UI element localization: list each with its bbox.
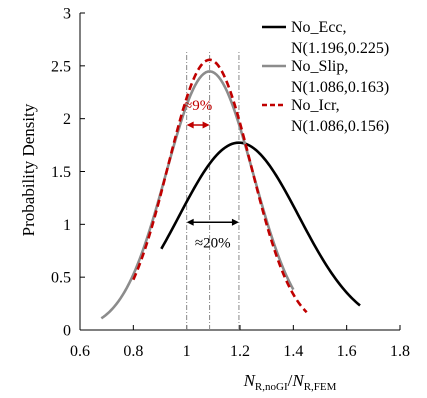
- x-tick-label: 1.8: [390, 343, 410, 360]
- x-tick-label: 1.4: [283, 343, 303, 360]
- annotation-label: ≈20%: [195, 236, 231, 252]
- x-tick-label: 1.6: [337, 343, 357, 360]
- annotations: ≈9% ≈20%: [184, 98, 239, 252]
- x-label-sub1: R,noGI: [255, 381, 288, 393]
- x-label-slash: /: [288, 371, 293, 390]
- x-label-n2: N: [291, 371, 305, 390]
- x-tick-label: 1.2: [230, 343, 250, 360]
- y-tick-label: 1.5: [51, 164, 71, 181]
- legend-params: N(1.086,0.163): [291, 79, 389, 96]
- legend: No_Ecc, N(1.196,0.225)No_Slip, N(1.086,0.1…: [262, 19, 389, 135]
- annotation-arrowhead: [202, 121, 210, 129]
- legend-label: No_Slip,: [291, 58, 348, 75]
- y-tick-label: 1: [63, 217, 71, 234]
- series-line: [132, 58, 308, 314]
- x-tick-label: 1: [183, 343, 191, 360]
- x-label-n1: N: [243, 371, 257, 390]
- x-axis-label: NR,noGI/NR,FEM: [243, 371, 337, 393]
- y-axis-label: Probability Density: [19, 103, 38, 236]
- annotation-arrowhead: [231, 218, 239, 226]
- y-tick-label: 2.5: [51, 58, 71, 75]
- annotation-arrowhead: [186, 121, 194, 129]
- series-group: [100, 58, 361, 320]
- annotation-label: ≈9%: [184, 98, 212, 114]
- legend-params: N(1.086,0.156): [291, 118, 389, 135]
- x-tick-label: 0.8: [123, 343, 143, 360]
- axes: 0.6 0.8 1 1.2 1.4 1.6 1.8 0 0.5 1 1.5 2 2.5 3: [51, 6, 410, 361]
- legend-params: N(1.196,0.225): [291, 40, 389, 57]
- annotation-arrowhead: [186, 218, 194, 226]
- x-label-sub2: R,FEM: [304, 381, 337, 393]
- y-tick-label: 0: [63, 323, 71, 340]
- y-tick-label: 3: [63, 6, 71, 23]
- x-tick-label: 0.6: [70, 343, 90, 360]
- y-tick-label: 2: [63, 111, 71, 128]
- y-tick-label: 0.5: [51, 270, 71, 287]
- series-line: [160, 141, 361, 307]
- legend-label: No_Icr,: [291, 97, 340, 114]
- legend-label: No_Ecc,: [291, 19, 347, 36]
